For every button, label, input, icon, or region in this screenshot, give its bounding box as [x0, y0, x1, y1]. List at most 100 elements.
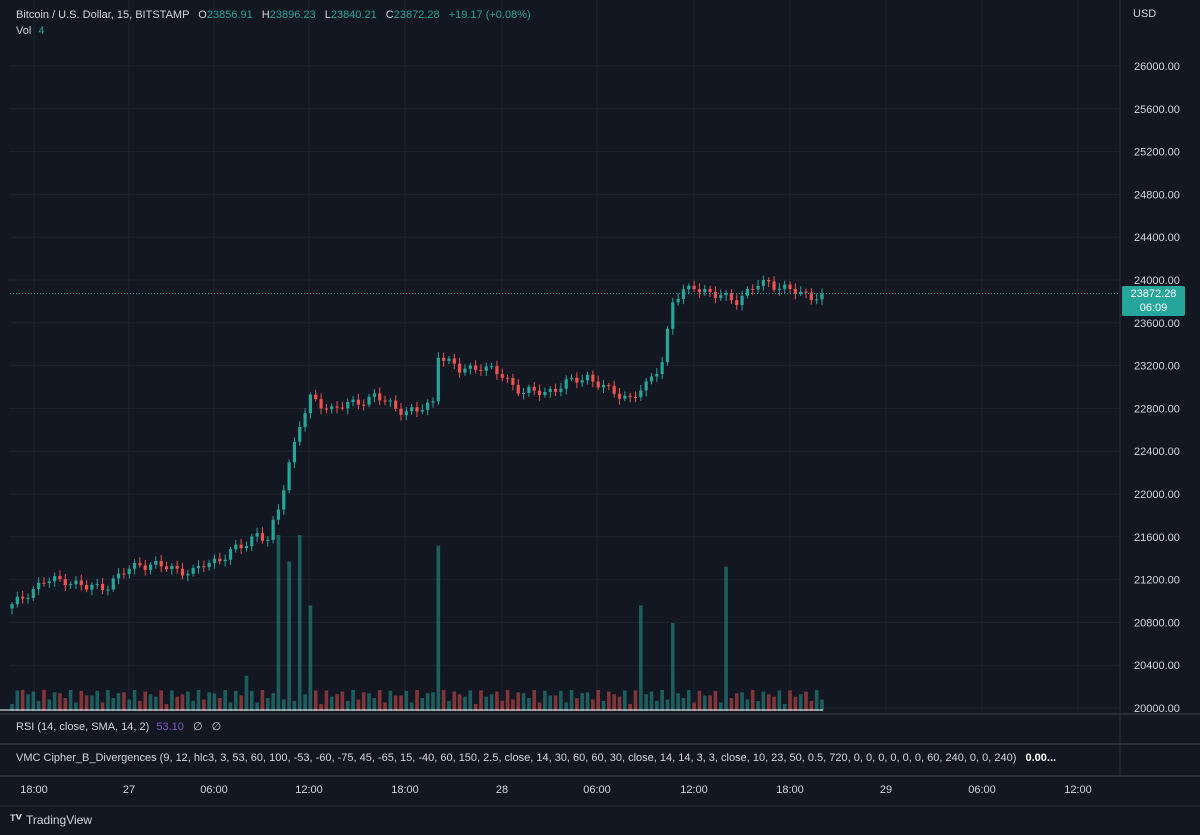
volume-bar: [745, 699, 750, 711]
candle-body: [53, 576, 57, 582]
volume-bar: [196, 689, 201, 711]
volume-bar: [665, 699, 670, 711]
price-tick-label: 24400.00: [1134, 232, 1180, 244]
volume-bar: [212, 693, 217, 711]
vmc-title: VMC Cipher_B_Divergences (9, 12, hlc3, 3…: [16, 752, 1017, 764]
volume-bar: [479, 690, 483, 711]
volume-bar: [100, 702, 105, 711]
volume-bar: [180, 694, 185, 711]
candle-body: [671, 302, 675, 329]
price-tick-label: 24800.00: [1134, 189, 1180, 201]
candle-body: [282, 490, 286, 510]
volume-bar: [516, 692, 521, 711]
volume-bar: [463, 696, 467, 711]
volume-bar: [766, 694, 771, 711]
candle-body: [564, 379, 568, 389]
volume-bar: [340, 691, 345, 711]
brand-name: TradingView: [25, 813, 93, 827]
time-tick-label: 29: [880, 784, 892, 796]
candle-body: [639, 390, 643, 398]
volume-bar: [489, 694, 494, 711]
volume-bar: [31, 691, 36, 711]
volume-bar: [409, 702, 414, 711]
candle-body: [548, 388, 552, 393]
ohlc-legend[interactable]: Bitcoin / U.S. Dollar, 15, BITSTAMP O238…: [16, 9, 531, 21]
volume-bar: [154, 696, 158, 711]
candle-body: [815, 299, 819, 301]
candle-body: [234, 544, 238, 550]
currency-label[interactable]: USD: [1133, 8, 1157, 20]
candle-body: [95, 583, 99, 585]
candle-body: [676, 299, 680, 303]
low-key: L: [324, 9, 331, 21]
candle-body: [617, 393, 622, 399]
volume-bar: [95, 690, 100, 711]
volume-bar: [623, 690, 627, 711]
price-tick-label: 22400.00: [1134, 446, 1180, 458]
volume-bar: [313, 690, 318, 711]
candle-body: [37, 582, 41, 589]
volume-bar: [68, 690, 73, 711]
volume-bar: [202, 699, 206, 711]
candle-body: [553, 388, 558, 392]
volume-bar: [292, 700, 297, 711]
volume-bar: [713, 690, 718, 711]
candle-body: [191, 568, 195, 574]
candle-body: [58, 576, 62, 580]
time-tick-label: 18:00: [20, 784, 48, 796]
high-key: H: [261, 9, 270, 21]
tradingview-watermark[interactable]: ᵀⱽ TradingView: [10, 812, 92, 828]
candle-body: [138, 563, 142, 566]
candle-body: [159, 560, 163, 567]
rsi-indicator-label[interactable]: RSI (14, close, SMA, 14, 2) 53.10 ∅ ∅: [16, 720, 221, 733]
candle-body: [580, 380, 584, 383]
candle-body: [260, 533, 265, 541]
candle-body: [15, 596, 19, 605]
candle-body: [63, 579, 67, 586]
volume-bar: [52, 692, 57, 711]
candle-body: [612, 385, 616, 394]
candle-body: [154, 560, 158, 565]
volume-bar: [729, 698, 734, 711]
last-price-value: 23872.28: [1130, 288, 1177, 300]
candle-body: [703, 288, 707, 293]
price-tick-label: 25600.00: [1134, 104, 1180, 116]
volume-bar: [303, 694, 307, 711]
volume-bar: [436, 545, 441, 711]
volume-bar: [649, 691, 654, 711]
volume-bar: [335, 694, 339, 711]
candle-body: [505, 377, 510, 379]
candle-body: [511, 378, 515, 385]
candle-body: [399, 408, 403, 416]
volume-bar: [228, 702, 233, 711]
symbol-title[interactable]: Bitcoin / U.S. Dollar, 15, BITSTAMP: [16, 9, 190, 21]
candle-body: [250, 536, 254, 547]
volume-bar: [559, 690, 563, 711]
volume-bar: [425, 693, 430, 711]
volume-bar: [26, 694, 30, 711]
candle-body: [319, 399, 323, 409]
volume-bar: [404, 690, 409, 711]
candle-body: [223, 559, 227, 562]
candle-body: [713, 291, 718, 298]
vmc-indicator-label[interactable]: VMC Cipher_B_Divergences (9, 12, hlc3, 3…: [16, 752, 1056, 764]
volume-bar: [36, 700, 41, 711]
candle-body: [474, 365, 478, 370]
candle-body: [521, 392, 526, 394]
candle-body: [644, 381, 648, 391]
chart-grid: [10, 0, 1120, 711]
volume-bar: [191, 700, 195, 711]
volume-legend[interactable]: Vol 4: [16, 25, 44, 37]
candle-body: [458, 363, 462, 373]
volume-bar: [345, 700, 350, 711]
candle-body: [372, 393, 376, 397]
candle-body: [697, 289, 702, 293]
price-tick-label: 26000.00: [1134, 61, 1180, 73]
candle-body: [314, 394, 318, 400]
open-key: O: [198, 9, 207, 21]
candle-body: [356, 399, 360, 405]
candle-body: [537, 390, 542, 396]
candle-body: [212, 558, 217, 563]
volume-bar: [793, 696, 798, 711]
